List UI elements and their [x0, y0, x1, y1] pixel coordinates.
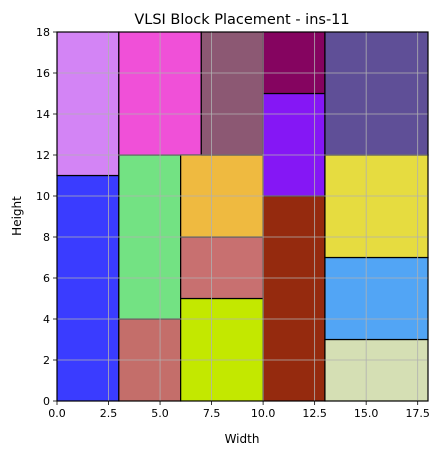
block-15 — [324, 154, 429, 259]
block-6 — [180, 297, 264, 402]
block-2 — [56, 31, 120, 177]
x-tick-label: 10.0 — [251, 407, 276, 420]
block-16 — [324, 31, 429, 156]
y-tick-label: 14 — [36, 108, 50, 121]
y-tick-label: 10 — [36, 190, 50, 203]
block-11 — [262, 92, 326, 197]
x-tick-label: 12.5 — [302, 407, 327, 420]
plot-border — [56, 31, 429, 402]
x-tick-label: 0.0 — [48, 407, 66, 420]
y-tick-label: 8 — [43, 231, 50, 244]
blocks-layer — [56, 31, 429, 402]
y-tick-label: 16 — [36, 67, 50, 80]
y-tick-label: 18 — [36, 26, 50, 39]
y-tick-label: 2 — [43, 354, 50, 367]
y-axis-ticks: 0 2 4 6 8 10 12 14 16 18 — [36, 26, 57, 408]
y-tick-label: 6 — [43, 272, 50, 285]
block-9 — [200, 31, 264, 156]
y-tick-label: 4 — [43, 313, 50, 326]
block-12 — [262, 31, 326, 95]
block-1 — [56, 174, 120, 402]
chart-title: VLSI Block Placement - ins-11 — [134, 12, 349, 28]
x-axis-label: Width — [225, 432, 260, 446]
y-tick-label: 0 — [43, 395, 50, 408]
block-7 — [180, 236, 264, 300]
y-axis-label: Height — [10, 196, 24, 236]
y-tick-label: 12 — [36, 149, 50, 162]
x-tick-label: 15.0 — [354, 407, 379, 420]
x-tick-label: 2.5 — [100, 407, 118, 420]
plot-frame — [56, 31, 429, 402]
x-tick-label: 5.0 — [151, 407, 169, 420]
block-13 — [324, 338, 429, 402]
block-14 — [324, 256, 429, 341]
x-axis-ticks: 0.0 2.5 5.0 7.5 10.0 12.5 15.0 17.5 — [48, 401, 430, 420]
x-tick-label: 17.5 — [405, 407, 430, 420]
block-10 — [262, 195, 326, 402]
x-tick-label: 7.5 — [203, 407, 221, 420]
